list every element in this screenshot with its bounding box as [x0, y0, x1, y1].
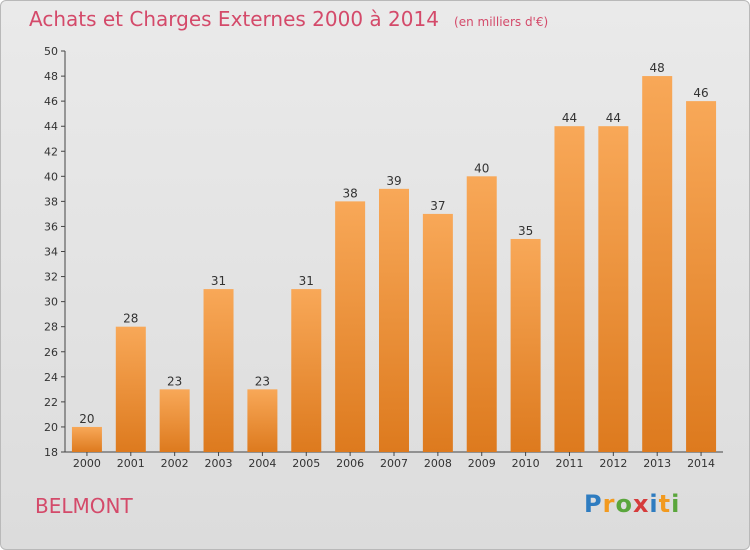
logo-letter: r [602, 490, 616, 518]
value-label-2002: 23 [167, 374, 182, 388]
bar-2007[interactable] [379, 188, 409, 452]
y-tick-label: 24 [44, 371, 58, 384]
x-tick-label: 2005 [292, 457, 320, 470]
bar-2003[interactable] [203, 289, 234, 452]
x-tick-label: 2009 [468, 457, 496, 470]
value-label-2006: 38 [342, 186, 357, 200]
value-label-2000: 20 [79, 412, 94, 426]
y-tick-label: 44 [44, 120, 58, 133]
logo-letter: t [658, 490, 672, 518]
chart-unit: (en milliers d'€) [454, 15, 549, 29]
bar-2005[interactable] [291, 289, 322, 452]
y-axis: 18 20 22 24 26 28 30 32 34 36 38 40 42 44 46 48 50 [44, 45, 66, 459]
bar-2000[interactable] [71, 426, 102, 452]
logo-letter: x [632, 490, 650, 518]
logo-letter: i [649, 490, 659, 518]
value-label-2013: 48 [650, 61, 665, 75]
bar-2012[interactable] [598, 126, 629, 452]
value-label-2003: 31 [211, 274, 226, 288]
value-label-2008: 37 [430, 199, 445, 213]
value-label-2011: 44 [562, 111, 577, 125]
bar-2004[interactable] [247, 389, 278, 452]
x-tick-label: 2012 [599, 457, 627, 470]
y-tick-label: 30 [44, 296, 58, 309]
x-tick-label: 2011 [555, 457, 583, 470]
value-label-2014: 46 [693, 86, 708, 100]
y-tick-label: 34 [44, 246, 58, 259]
bar-2006[interactable] [335, 201, 366, 452]
value-label-2007: 39 [386, 174, 401, 188]
y-tick-label: 26 [44, 346, 58, 359]
bar-2002[interactable] [159, 389, 190, 452]
x-tick-label: 2004 [248, 457, 276, 470]
chart-title: Achats et Charges Externes 2000 à 2014 (… [29, 7, 548, 31]
x-tick-label: 2007 [380, 457, 408, 470]
y-tick-label: 18 [44, 446, 58, 459]
bar-2009[interactable] [466, 176, 497, 452]
y-tick-label: 46 [44, 95, 58, 108]
x-tick-label: 2013 [643, 457, 671, 470]
y-tick-label: 40 [44, 170, 58, 183]
bar-2008[interactable] [422, 213, 453, 452]
y-tick-label: 42 [44, 145, 58, 158]
y-tick-label: 22 [44, 396, 58, 409]
y-tick-label: 48 [44, 70, 58, 83]
x-tick-label: 2008 [424, 457, 452, 470]
value-label-2009: 40 [474, 161, 489, 175]
y-tick-label: 50 [44, 45, 58, 58]
bar-2011[interactable] [554, 126, 585, 452]
bar-2010[interactable] [510, 238, 541, 452]
value-label-2004: 23 [255, 374, 270, 388]
bars [71, 76, 717, 452]
x-tick-label: 2003 [205, 457, 233, 470]
x-tick-label: 2010 [512, 457, 540, 470]
logo-letter: o [615, 490, 633, 518]
logo-letter: P [584, 490, 603, 518]
value-label-2012: 44 [606, 111, 621, 125]
bar-2001[interactable] [115, 326, 146, 452]
chart-title-text: Achats et Charges Externes 2000 à 2014 [29, 7, 439, 31]
x-tick-label: 2001 [117, 457, 145, 470]
y-tick-label: 38 [44, 195, 58, 208]
x-tick-label: 2014 [687, 457, 715, 470]
city-name: BELMONT [35, 494, 133, 518]
y-tick-label: 36 [44, 220, 58, 233]
value-labels: 20 28 23 31 23 31 38 39 37 40 35 44 44 48 46 [79, 61, 708, 426]
x-axis: 2000 2001 2002 2003 2004 2005 2006 2007 2008 2009… [65, 451, 723, 470]
y-tick-label: 20 [44, 421, 58, 434]
bar-2014[interactable] [686, 101, 717, 452]
value-label-2005: 31 [299, 274, 314, 288]
x-tick-label: 2006 [336, 457, 364, 470]
x-tick-label: 2000 [73, 457, 101, 470]
value-label-2001: 28 [123, 312, 138, 326]
y-tick-label: 32 [44, 271, 58, 284]
y-tick-label: 28 [44, 321, 58, 334]
x-tick-label: 2002 [161, 457, 189, 470]
proxiti-logo[interactable]: Proxiti [584, 490, 680, 518]
value-label-2010: 35 [518, 224, 533, 238]
bar-2013[interactable] [642, 76, 673, 452]
logo-letter: i [671, 490, 681, 518]
